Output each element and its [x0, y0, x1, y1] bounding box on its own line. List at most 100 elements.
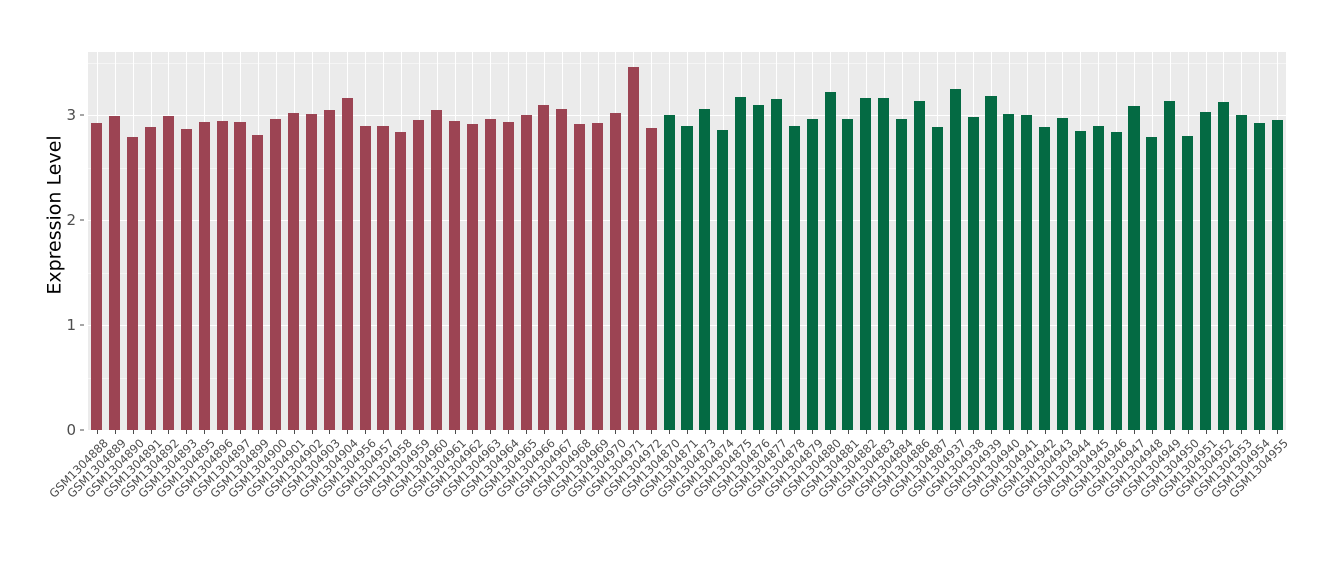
bar: [198, 122, 210, 430]
x-axis-tick-mark: [973, 430, 975, 434]
bar: [484, 119, 496, 430]
x-axis-tick-mark: [633, 430, 635, 434]
x-axis-tick-mark: [508, 430, 510, 434]
bar: [359, 125, 371, 430]
bar: [395, 131, 407, 430]
x-axis-tick-mark: [1277, 430, 1279, 434]
bar: [752, 104, 765, 430]
bar: [1128, 105, 1140, 430]
x-axis-tick-mark: [204, 430, 206, 434]
x-axis-tick-mark: [1116, 430, 1118, 434]
y-axis-tick-mark: [80, 114, 84, 116]
x-axis-tick-mark: [830, 430, 832, 434]
bar: [377, 125, 389, 430]
bar: [681, 125, 693, 430]
bar: [431, 109, 443, 430]
x-axis-tick-mark: [669, 430, 671, 434]
bar: [627, 66, 639, 430]
bar: [1021, 115, 1033, 430]
bar: [1146, 137, 1158, 430]
x-axis-tick-mark: [400, 430, 402, 434]
x-axis-tick-mark: [865, 430, 867, 434]
bar: [949, 88, 961, 430]
bar: [449, 121, 461, 430]
x-axis-tick-mark: [651, 430, 653, 434]
x-axis-tick-mark: [275, 430, 277, 434]
bar: [1110, 131, 1122, 430]
bar: [234, 122, 246, 430]
bar: [305, 113, 318, 430]
x-axis-tick-mark: [1044, 430, 1046, 434]
y-axis-tick-label: 1: [66, 316, 76, 334]
bar: [860, 98, 872, 430]
x-axis-tick-mark: [776, 430, 778, 434]
x-axis-tick-mark: [1080, 430, 1082, 434]
bar: [323, 109, 335, 430]
x-axis-tick-mark: [1151, 430, 1153, 434]
bar: [1003, 113, 1015, 430]
bar: [502, 122, 514, 430]
x-axis-tick-mark: [347, 430, 349, 434]
plot-panel: [88, 52, 1286, 431]
x-axis-tick-mark: [1098, 430, 1100, 434]
x-axis-tick-mark: [758, 430, 760, 434]
bar: [1092, 125, 1104, 430]
x-axis-tick-labels: GSM1304888 GSM1304889 GSM1304890 GSM1304891…: [46, 436, 1291, 566]
bar: [663, 115, 675, 430]
x-axis-tick-mark: [1259, 430, 1261, 434]
x-axis-tick-mark: [150, 430, 152, 434]
bar: [1199, 111, 1212, 430]
x-axis-tick-mark: [1134, 430, 1135, 434]
bar: [341, 98, 353, 430]
bar: [538, 104, 550, 430]
bar: [520, 115, 532, 430]
x-axis-tick-mark: [740, 430, 742, 434]
x-axis-tick-mark: [257, 430, 259, 434]
x-axis-tick-mark: [812, 430, 814, 434]
y-axis-tick-label: 0: [66, 421, 76, 439]
bar: [842, 119, 854, 430]
bar: [413, 120, 425, 430]
bar: [145, 126, 157, 430]
bar: [896, 119, 908, 430]
y-axis-tick-labels: 0 1 2 3: [58, 0, 84, 440]
bar: [592, 123, 604, 430]
bar: [109, 116, 121, 430]
bar: [1056, 118, 1069, 430]
x-axis-tick-mark: [901, 430, 903, 434]
x-axis-tick-mark: [722, 430, 724, 434]
x-axis-tick-mark: [1169, 430, 1171, 434]
x-axis-tick-mark: [883, 430, 885, 434]
x-axis-tick-mark: [329, 430, 331, 434]
bar: [931, 126, 943, 430]
x-axis-tick-mark: [311, 430, 313, 434]
bar: [556, 108, 568, 430]
bar: [717, 129, 729, 430]
x-axis-tick-mark: [1205, 430, 1207, 434]
bar: [91, 123, 103, 430]
x-axis-tick-mark: [96, 430, 98, 434]
y-axis-tick-mark: [80, 429, 84, 431]
bar: [824, 91, 836, 430]
bar: [288, 112, 300, 430]
x-axis-tick-mark: [615, 430, 617, 434]
bar: [1235, 115, 1247, 430]
x-axis-tick-mark: [847, 430, 849, 434]
bar: [770, 99, 782, 430]
bar: [913, 101, 925, 430]
x-axis-tick-mark: [436, 430, 438, 434]
x-axis-tick-mark: [990, 430, 992, 434]
x-axis-tick-mark: [472, 430, 474, 434]
y-axis-tick-label: 2: [66, 211, 76, 229]
bar: [1182, 136, 1194, 430]
bar: [609, 112, 621, 430]
x-axis-tick-mark: [561, 430, 563, 434]
bar: [1164, 101, 1176, 430]
bar-series: [88, 52, 1286, 430]
bar: [645, 127, 657, 430]
x-axis-tick-mark: [794, 430, 796, 434]
x-axis-tick-mark: [919, 430, 921, 434]
x-axis-tick-mark: [1187, 430, 1189, 434]
bar: [806, 119, 818, 430]
